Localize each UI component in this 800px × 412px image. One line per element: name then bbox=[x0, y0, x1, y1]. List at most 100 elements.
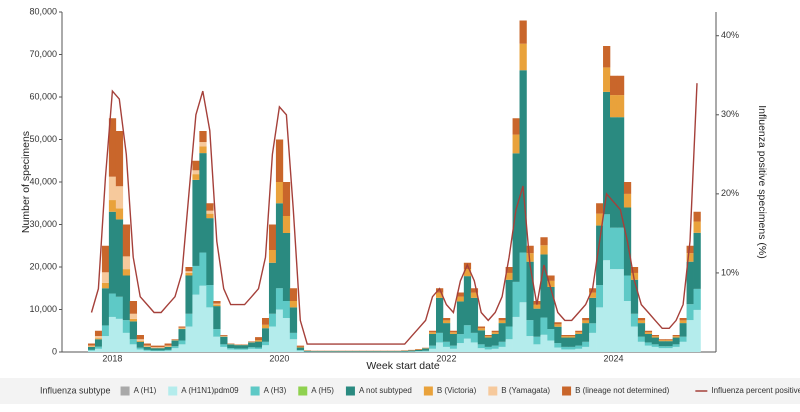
bar-segment bbox=[443, 347, 450, 352]
bar-segment bbox=[520, 302, 527, 352]
bar-segment bbox=[694, 222, 701, 233]
bar-segment bbox=[116, 131, 123, 186]
legend-swatch bbox=[346, 387, 355, 396]
bar-segment bbox=[575, 331, 582, 332]
bar-segment bbox=[492, 349, 499, 352]
bar-segment bbox=[151, 351, 158, 352]
bar-segment bbox=[673, 336, 680, 337]
bar-segment bbox=[95, 347, 102, 349]
bar-segment bbox=[645, 346, 652, 352]
bar-segment bbox=[429, 334, 436, 346]
bar-segment bbox=[499, 320, 506, 323]
bar-segment bbox=[652, 336, 659, 337]
bar-segment bbox=[554, 322, 561, 324]
bar-segment bbox=[88, 347, 95, 350]
bar-segment bbox=[178, 328, 185, 329]
bar-segment bbox=[603, 260, 610, 352]
bar-segment bbox=[283, 233, 290, 301]
bar-segment bbox=[645, 331, 652, 332]
bar-segment bbox=[554, 324, 561, 326]
bar-segment bbox=[151, 350, 158, 351]
bar-segment bbox=[123, 269, 130, 275]
bar-segment bbox=[533, 337, 540, 345]
legend-label: A (H5) bbox=[311, 386, 334, 395]
bar-segment bbox=[638, 318, 645, 320]
bar-segment bbox=[220, 347, 227, 352]
bar-segment bbox=[596, 203, 603, 213]
bar-segment bbox=[248, 347, 255, 349]
bar-segment bbox=[241, 349, 248, 350]
bar-segment bbox=[464, 276, 471, 325]
bar-segment bbox=[443, 318, 450, 320]
bar-segment bbox=[485, 349, 492, 352]
bar-segment bbox=[687, 246, 694, 253]
bar-segment bbox=[130, 301, 137, 314]
bar-segment bbox=[262, 325, 269, 328]
bar-segment bbox=[680, 320, 687, 323]
bar-segment bbox=[116, 297, 123, 319]
bar-segment bbox=[130, 344, 137, 352]
bar-segment bbox=[506, 280, 513, 327]
bar-segment bbox=[172, 346, 179, 348]
bar-segment bbox=[248, 349, 255, 352]
bar-segment bbox=[213, 301, 220, 304]
bar-segment bbox=[255, 342, 262, 348]
bar-segment bbox=[185, 327, 192, 353]
bar-segment bbox=[151, 346, 158, 348]
bar-segment bbox=[95, 331, 102, 336]
bar-segment bbox=[485, 336, 492, 337]
bar-segment bbox=[262, 342, 269, 345]
bar-segment bbox=[297, 351, 304, 352]
legend-label: B (Yamagata) bbox=[501, 386, 550, 395]
bar-segment bbox=[206, 218, 213, 285]
bar-segment bbox=[144, 351, 151, 352]
bar-segment bbox=[95, 338, 102, 339]
bar-segment bbox=[513, 282, 520, 317]
x-tick-label: 2024 bbox=[603, 353, 623, 363]
bar-segment bbox=[95, 336, 102, 338]
bar-segment bbox=[561, 336, 568, 337]
bar-segment bbox=[610, 76, 617, 95]
bar-segment bbox=[603, 214, 610, 260]
x-tick-label: 2022 bbox=[436, 353, 456, 363]
y-tick-label: 60,000 bbox=[29, 91, 57, 101]
bar-segment bbox=[366, 351, 373, 352]
bar-segment bbox=[610, 228, 617, 269]
bar-segment bbox=[339, 351, 346, 352]
bar-segment bbox=[582, 323, 589, 342]
bar-segment bbox=[269, 263, 276, 314]
bar-segment bbox=[165, 346, 172, 347]
bar-segment bbox=[673, 347, 680, 352]
bar-segment bbox=[102, 272, 109, 283]
legend-label: A (H3) bbox=[264, 386, 287, 395]
bar-segment bbox=[137, 335, 144, 339]
y-tick-label: 40,000 bbox=[29, 176, 57, 186]
bar-segment bbox=[485, 335, 492, 336]
bar-segment bbox=[178, 344, 185, 352]
bar-segment bbox=[540, 318, 547, 335]
legend-title: Influenza subtype bbox=[40, 385, 111, 395]
bar-segment bbox=[478, 344, 485, 348]
bar-segment bbox=[443, 342, 450, 347]
bar-segment bbox=[297, 346, 304, 347]
bar-segment bbox=[638, 342, 645, 352]
bar-segment bbox=[666, 339, 673, 340]
bar-segment bbox=[659, 339, 666, 340]
bar-segment bbox=[185, 273, 192, 276]
bar-segment bbox=[436, 298, 443, 333]
bar-segment bbox=[123, 256, 130, 269]
bar-segment bbox=[471, 342, 478, 352]
bar-segment bbox=[533, 344, 540, 352]
bar-segment bbox=[603, 46, 610, 67]
bar-segment bbox=[158, 347, 165, 348]
bar-segment bbox=[178, 328, 185, 329]
bar-segment bbox=[680, 337, 687, 342]
bar-segment bbox=[596, 285, 603, 307]
bar-segment bbox=[631, 327, 638, 353]
bar-segment bbox=[213, 306, 220, 329]
bar-segment bbox=[457, 297, 464, 302]
bar-segment bbox=[499, 323, 506, 342]
bar-segment bbox=[185, 271, 192, 273]
bar-segment bbox=[262, 345, 269, 352]
bar-segment bbox=[234, 350, 241, 352]
